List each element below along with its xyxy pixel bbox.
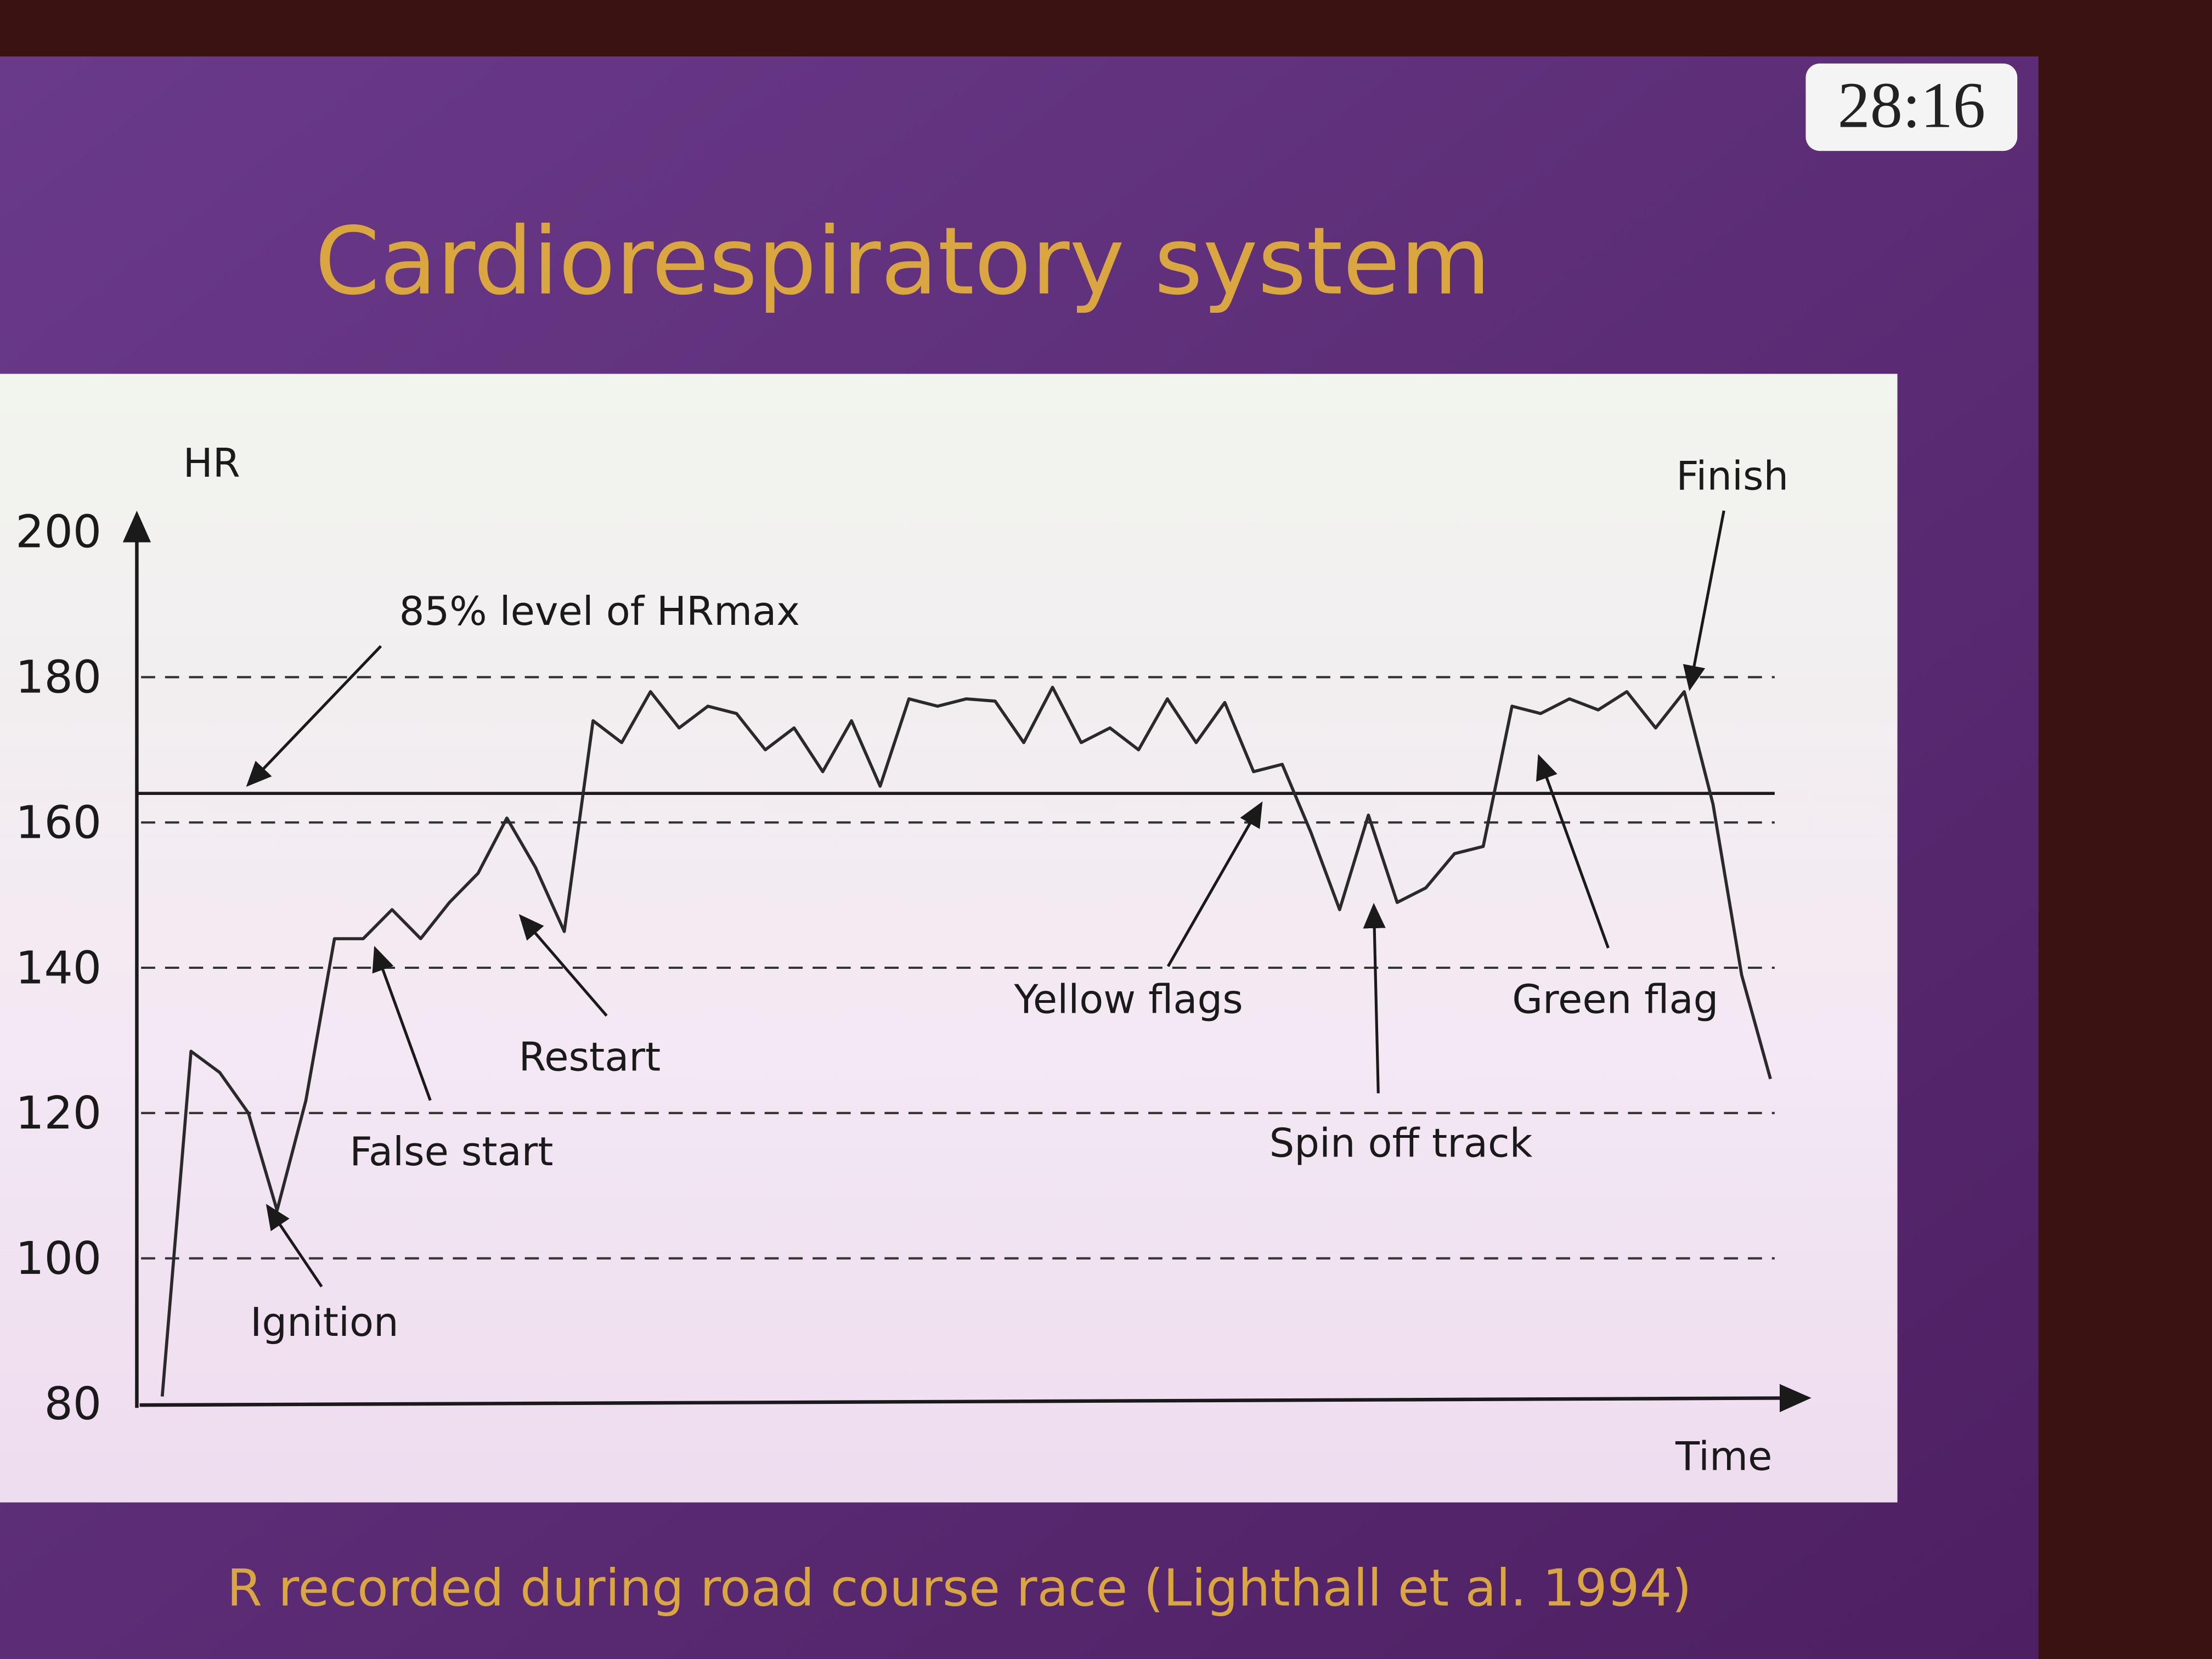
y-axis-label: HR [183, 440, 240, 486]
annotation: False start [349, 1128, 553, 1175]
annotation-arrow [1683, 510, 1725, 691]
y-tick-label: 100 [15, 1233, 101, 1285]
caption: R recorded during road course race (Ligh… [227, 1558, 1692, 1617]
annotation: Finish [1676, 453, 1788, 499]
annotation: Restart [518, 1034, 661, 1080]
annotation: Spin off track [1269, 1120, 1533, 1166]
y-tick-label: 80 [44, 1378, 101, 1430]
x-axis-label: Time [1675, 1433, 1772, 1479]
annotation: Green flag [1512, 976, 1718, 1022]
hr-line [160, 685, 1772, 1397]
annotation: Yellow flags [1014, 976, 1243, 1022]
y-tick-label: 180 [15, 652, 101, 704]
chart-title: Cardiorespiratory system [315, 207, 1491, 316]
annotation: Ignition [250, 1299, 399, 1345]
y-tick-label: 160 [15, 797, 101, 849]
annotation-arrow [246, 645, 382, 787]
y-tick-label: 200 [15, 506, 101, 558]
annotation-arrow [266, 1204, 323, 1288]
annotation-arrow [1166, 801, 1263, 967]
timer-box [1805, 63, 2018, 151]
annotation-arrow [518, 914, 608, 1017]
reference-label: 85% level of HRmax [399, 588, 800, 634]
timer: 28:16 [1838, 69, 1985, 141]
y-tick-label: 120 [15, 1087, 101, 1139]
annotation-arrow [1536, 754, 1610, 949]
x-axis [139, 1384, 1812, 1413]
y-tick-label: 140 [15, 942, 101, 994]
annotation-arrow [1363, 902, 1386, 1093]
chart-panel [0, 374, 1898, 1503]
annotation-arrow [372, 946, 432, 1101]
